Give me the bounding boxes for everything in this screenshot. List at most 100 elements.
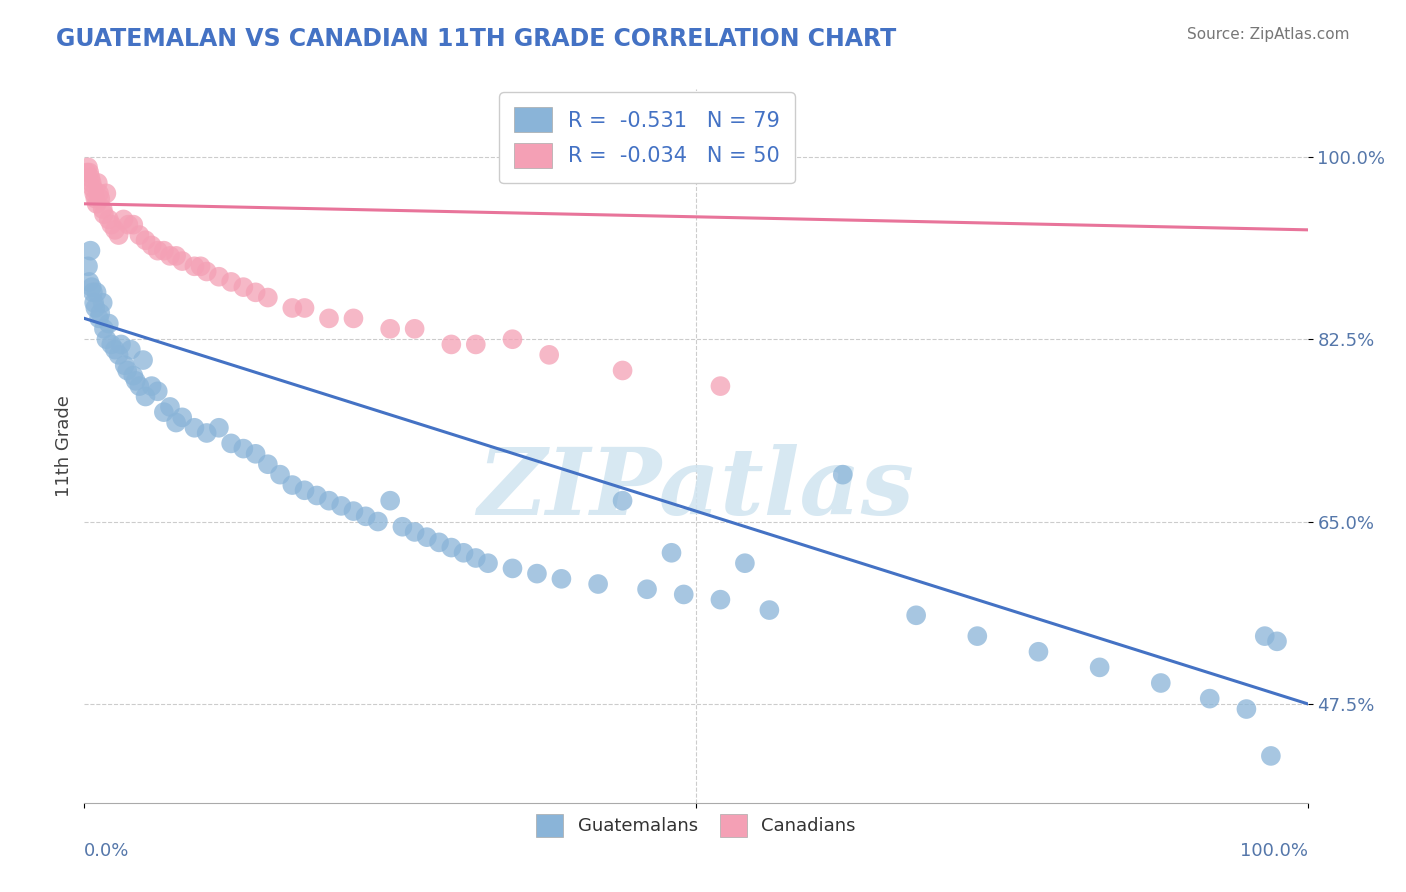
Point — [195, 425, 218, 440]
Point — [404, 524, 426, 539]
Point — [91, 295, 114, 310]
Point — [97, 212, 120, 227]
Point — [76, 165, 98, 179]
Point — [120, 343, 142, 357]
Point — [281, 301, 304, 315]
Point — [117, 218, 139, 232]
Point — [104, 343, 127, 357]
Point — [93, 207, 115, 221]
Point — [709, 379, 731, 393]
Point — [159, 249, 181, 263]
Point — [661, 546, 683, 560]
Point — [1236, 702, 1258, 716]
Point — [79, 170, 101, 185]
Point — [1260, 748, 1282, 763]
Point — [453, 546, 475, 560]
Point — [1198, 691, 1220, 706]
Point — [195, 264, 218, 278]
Point — [1150, 676, 1173, 690]
Point — [83, 295, 105, 310]
Point — [83, 186, 105, 201]
Point — [172, 254, 194, 268]
Text: ZIPatlas: ZIPatlas — [478, 444, 914, 533]
Point — [141, 238, 163, 252]
Point — [905, 608, 928, 623]
Point — [294, 301, 316, 315]
Point — [89, 192, 111, 206]
Point — [159, 400, 181, 414]
Point — [612, 363, 634, 377]
Point — [208, 421, 231, 435]
Point — [80, 280, 103, 294]
Point — [672, 587, 695, 601]
Point — [257, 457, 280, 471]
Point — [132, 353, 155, 368]
Point — [427, 535, 450, 549]
Point — [440, 541, 463, 555]
Point — [330, 499, 353, 513]
Point — [281, 478, 304, 492]
Point — [128, 228, 150, 243]
Point — [1088, 660, 1111, 674]
Point — [135, 390, 157, 404]
Text: 0.0%: 0.0% — [84, 842, 129, 860]
Legend: Guatemalans, Canadians: Guatemalans, Canadians — [529, 807, 863, 844]
Point — [318, 311, 340, 326]
Point — [107, 228, 129, 243]
Point — [477, 556, 499, 570]
Point — [82, 285, 104, 300]
Point — [87, 176, 110, 190]
Point — [342, 311, 364, 326]
Point — [219, 275, 242, 289]
Point — [172, 410, 194, 425]
Point — [391, 520, 413, 534]
Point — [183, 421, 205, 435]
Point — [86, 196, 108, 211]
Point — [550, 572, 572, 586]
Point — [122, 368, 145, 383]
Point — [115, 363, 138, 377]
Point — [79, 244, 101, 258]
Point — [93, 322, 115, 336]
Text: Source: ZipAtlas.com: Source: ZipAtlas.com — [1187, 27, 1350, 42]
Point — [125, 374, 148, 388]
Point — [122, 218, 145, 232]
Point — [440, 337, 463, 351]
Point — [232, 442, 254, 456]
Point — [612, 493, 634, 508]
Point — [135, 233, 157, 247]
Point — [87, 311, 110, 326]
Point — [758, 603, 780, 617]
Point — [112, 212, 135, 227]
Point — [104, 223, 127, 237]
Point — [86, 285, 108, 300]
Point — [1254, 629, 1277, 643]
Point — [100, 218, 122, 232]
Point — [318, 493, 340, 508]
Point — [82, 181, 104, 195]
Point — [502, 332, 524, 346]
Point — [153, 244, 176, 258]
Point — [110, 337, 132, 351]
Point — [526, 566, 548, 581]
Point — [502, 561, 524, 575]
Point — [107, 348, 129, 362]
Point — [342, 504, 364, 518]
Point — [84, 301, 107, 315]
Point — [245, 285, 267, 300]
Point — [305, 488, 328, 502]
Point — [128, 379, 150, 393]
Point — [97, 317, 120, 331]
Point — [464, 551, 486, 566]
Point — [367, 515, 389, 529]
Point — [464, 337, 486, 351]
Point — [354, 509, 377, 524]
Point — [538, 348, 561, 362]
Point — [380, 322, 402, 336]
Point — [831, 467, 853, 482]
Point — [294, 483, 316, 498]
Text: GUATEMALAN VS CANADIAN 11TH GRADE CORRELATION CHART: GUATEMALAN VS CANADIAN 11TH GRADE CORREL… — [56, 27, 897, 51]
Point — [77, 161, 100, 175]
Point — [269, 467, 291, 482]
Point — [91, 202, 114, 216]
